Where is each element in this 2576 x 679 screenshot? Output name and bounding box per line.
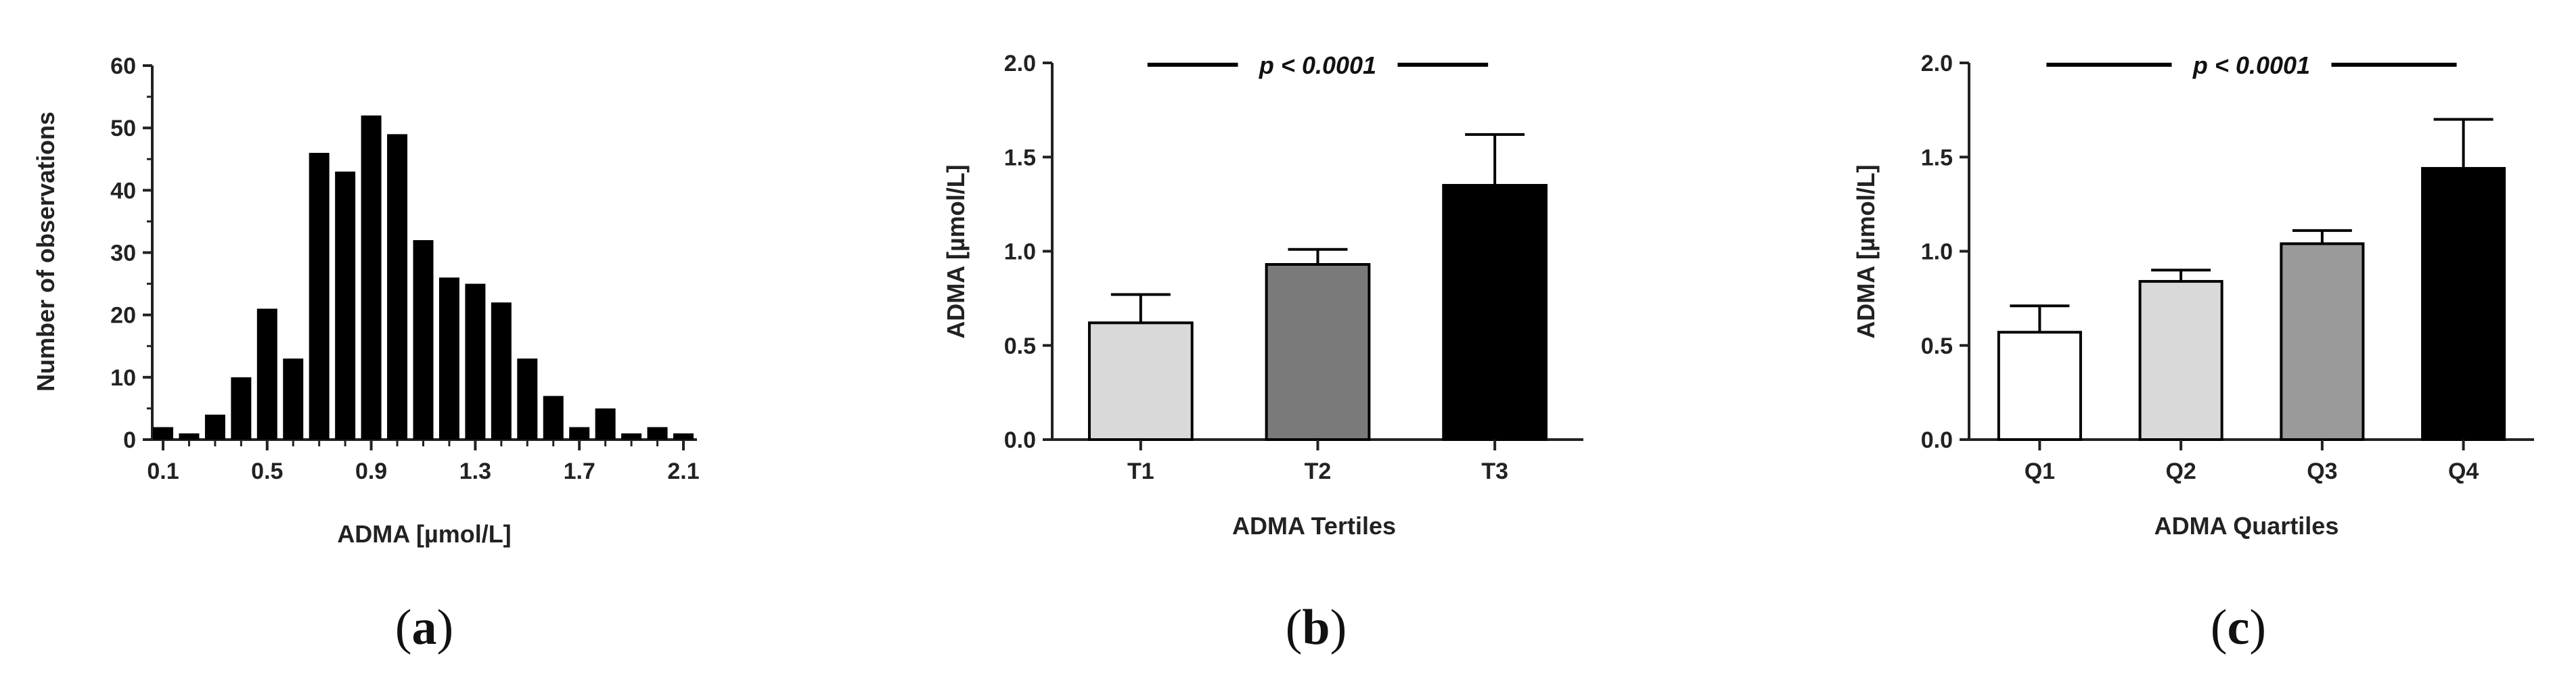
histogram-bar <box>361 115 382 440</box>
histogram-bar <box>335 171 356 440</box>
bar-q2 <box>2138 280 2223 441</box>
y-tick-label: 1.5 <box>1921 145 1953 170</box>
y-tick-label: 1.0 <box>1004 239 1036 265</box>
x-tick-label: T3 <box>1481 459 1508 484</box>
bar-t1 <box>1087 321 1194 441</box>
histogram-bar <box>647 427 668 440</box>
histogram-bar <box>491 302 512 440</box>
histogram-bar <box>438 277 459 440</box>
x-tick-label: Q1 <box>2025 459 2055 484</box>
x-tick-label: 0.9 <box>355 459 387 484</box>
p-value-label: p < 0.0001 <box>2192 51 2310 79</box>
histogram-bar <box>465 283 486 440</box>
tertiles-panel: 0.0 0.5 1.0 1.5 2.0 T1 T2 T3 p < 0.0001 ADMA T… <box>942 51 1583 655</box>
bar-q1 <box>1997 331 2082 441</box>
x-tick-label: 2.1 <box>667 459 699 484</box>
y-tick-label: 10 <box>110 365 136 391</box>
x-tick-label: Q2 <box>2165 459 2196 484</box>
histogram-bar <box>283 358 304 440</box>
histogram-bar <box>153 427 173 440</box>
y-tick-label: 0.5 <box>1921 333 1953 359</box>
y-axis-title: ADMA [µmol/L] <box>1852 164 1880 338</box>
y-tick-label: 0.0 <box>1921 427 1953 453</box>
quartiles-panel: 0.0 0.5 1.0 1.5 2.0 Q1 Q2 Q3 Q4 p < 0.0001 ADMA… <box>1852 51 2534 655</box>
panel-label: (b) <box>1286 600 1347 655</box>
histogram-bar <box>569 427 590 440</box>
y-tick-label: 20 <box>110 303 136 329</box>
histogram-bar <box>413 240 434 440</box>
histogram-bar <box>621 433 642 440</box>
x-tick-label: 1.7 <box>564 459 595 484</box>
y-axis-title: ADMA [µmol/L] <box>942 164 970 338</box>
x-tick-label: 1.3 <box>459 459 491 484</box>
bar-q3 <box>2280 242 2365 441</box>
y-tick-label: 50 <box>110 116 136 141</box>
histogram-bar <box>517 358 538 440</box>
histogram-bar <box>204 415 225 440</box>
y-tick-label: 30 <box>110 241 136 266</box>
p-value-label: p < 0.0001 <box>1259 51 1376 79</box>
x-tick-label: T2 <box>1305 459 1332 484</box>
histogram-bar <box>595 408 616 440</box>
x-tick-label: Q3 <box>2307 459 2337 484</box>
panel-label: (a) <box>395 600 453 655</box>
histogram-bar <box>179 433 200 440</box>
x-tick-label: 0.5 <box>251 459 283 484</box>
histogram-bar <box>673 433 694 440</box>
y-tick-label: 0.0 <box>1004 427 1036 453</box>
y-tick-label: 0 <box>123 427 136 453</box>
panel-label: (c) <box>2211 600 2266 655</box>
x-axis-title: ADMA [µmol/L] <box>337 520 511 548</box>
y-tick-label: 1.5 <box>1004 145 1036 170</box>
histogram-bar <box>309 153 330 440</box>
y-tick-label: 2.0 <box>1921 51 1953 76</box>
histogram-bar <box>231 377 252 440</box>
y-tick-label: 2.0 <box>1004 51 1036 76</box>
y-tick-label: 40 <box>110 178 136 204</box>
y-axis-title: Number of observations <box>32 112 60 392</box>
x-tick-label: 0.1 <box>147 459 179 484</box>
y-tick-label: 60 <box>110 53 136 79</box>
y-tick-label: 1.0 <box>1921 239 1953 265</box>
bar-t3 <box>1442 184 1548 441</box>
histogram-bar <box>387 134 408 440</box>
histogram-bar <box>256 308 277 440</box>
bar-q4 <box>2421 166 2506 442</box>
x-axis-title: ADMA Tertiles <box>1232 512 1396 540</box>
x-tick-label: T1 <box>1127 459 1154 484</box>
histogram-bar <box>543 396 564 440</box>
x-tick-label: Q4 <box>2448 459 2479 484</box>
x-axis-title: ADMA Quartiles <box>2154 512 2339 540</box>
bar-t2 <box>1265 262 1371 441</box>
y-tick-label: 0.5 <box>1004 333 1036 359</box>
histogram-panel: 0 10 20 30 40 50 60 0.1 0.5 0.9 1.3 1.7 2.1 ADMA [µ… <box>32 53 700 655</box>
